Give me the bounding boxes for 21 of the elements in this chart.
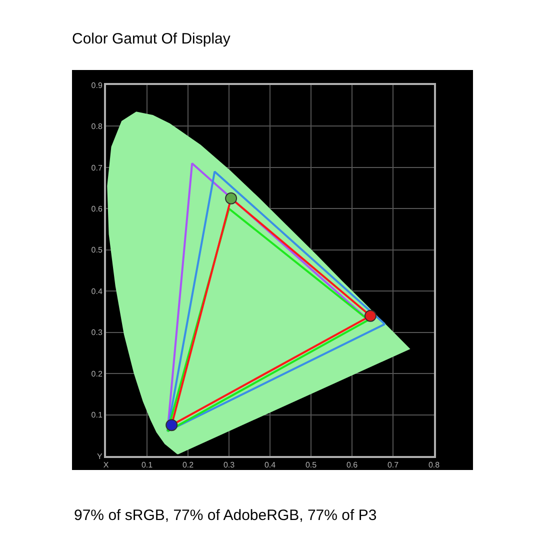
y-tick-label: 0.5 — [91, 246, 103, 255]
x-tick-label: 0.6 — [346, 460, 358, 470]
y-tick-label: 0.1 — [91, 410, 103, 420]
text: 97% of sRGB, 77% of AdobeRGB, 77% of P3 — [74, 507, 377, 524]
y-tick-label: 0.3 — [91, 328, 103, 338]
y-tick-label: 0.6 — [91, 204, 103, 214]
chart-title: Color Gamut Of Display — [72, 30, 231, 48]
y-tick-label: Y — [97, 452, 104, 461]
x-tick-label: 0.4 — [264, 460, 276, 470]
x-tick-label: X — [103, 460, 110, 470]
x-tick-label: 0.3 — [223, 460, 236, 470]
y-tick-label: 0.9 — [91, 80, 103, 90]
x-tick-label: 0.7 — [387, 460, 400, 470]
y-tick-label: 0.8 — [91, 122, 103, 132]
y-tick-label: 0.7 — [91, 163, 103, 172]
x-tick-label: 0.8 — [428, 460, 440, 470]
y-tick-label: 0.4 — [91, 286, 103, 296]
x-tick-label: 0.1 — [141, 460, 154, 470]
x-tick-label: 0.5 — [305, 460, 318, 470]
x-tick-label: 0.2 — [182, 460, 194, 470]
y-tick-label: 0.2 — [91, 369, 103, 378]
